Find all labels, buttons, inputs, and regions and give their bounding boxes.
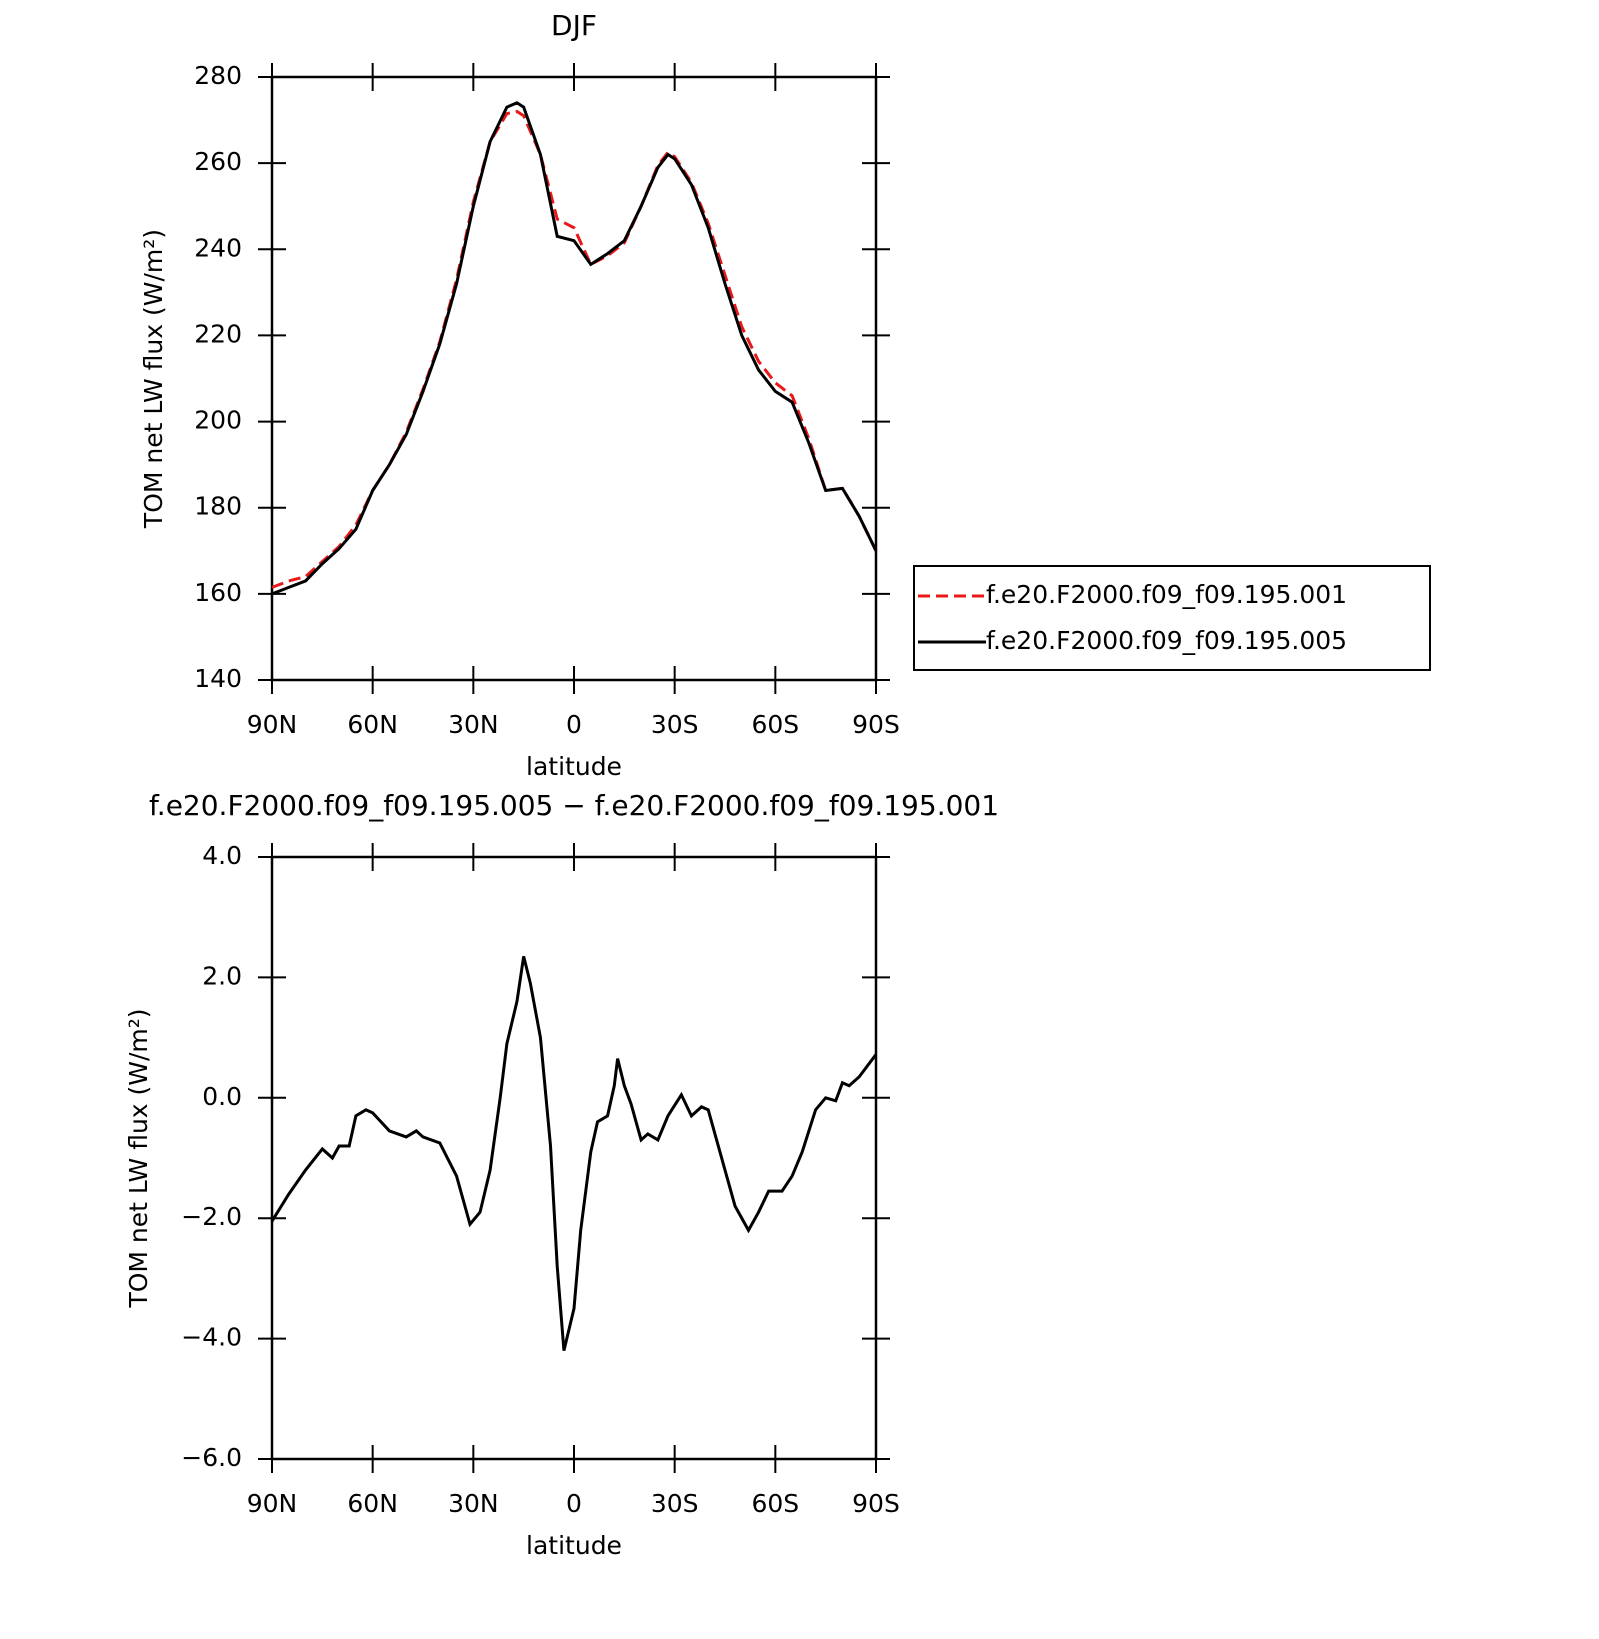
x-tick-label: 30S [651,1489,699,1518]
y-tick-label: 0.0 [202,1082,242,1111]
y-axis-label: TOM net LW flux (W/m²) [139,229,168,529]
x-tick-label: 30N [448,710,499,739]
x-tick-label: 30N [448,1489,499,1518]
x-tick-label: 0 [566,1489,582,1518]
y-tick-label: −6.0 [181,1443,242,1472]
x-tick-label: 60S [751,710,799,739]
chart-title: DJF [551,9,597,42]
data-line [270,955,878,1351]
legend-box [913,565,1431,671]
y-tick-label: 220 [194,319,242,348]
x-tick-label: 30S [651,710,699,739]
x-tick-label: 0 [566,710,582,739]
legend-label: f.e20.F2000.f09_f09.195.001 [986,580,1347,609]
data-line [271,109,878,589]
x-tick-label: 90S [852,710,900,739]
x-tick-label: 60N [347,1489,398,1518]
x-tick-label: 90N [247,1489,298,1518]
data-line [271,101,878,596]
y-tick-label: 200 [194,406,242,435]
y-tick-label: −4.0 [181,1323,242,1352]
x-tick-label: 60S [751,1489,799,1518]
y-axis-label: TOM net LW flux (W/m²) [124,1008,153,1308]
y-tick-label: 260 [194,147,242,176]
x-tick-label: 90S [852,1489,900,1518]
x-tick-label: 60N [347,710,398,739]
y-tick-label: 160 [194,578,242,607]
y-tick-label: 240 [194,233,242,262]
y-tick-label: 180 [194,492,242,521]
y-tick-label: 4.0 [202,841,242,870]
y-tick-label: 140 [194,664,242,693]
chart-title: f.e20.F2000.f09_f09.195.005 − f.e20.F200… [149,789,999,822]
plot-frame [270,75,878,682]
y-tick-label: −2.0 [181,1202,242,1231]
x-axis-label: latitude [526,752,622,781]
legend-label: f.e20.F2000.f09_f09.195.005 [986,626,1347,655]
plot-frame [270,855,878,1461]
y-tick-label: 2.0 [202,961,242,990]
x-tick-label: 90N [247,710,298,739]
y-tick-label: 280 [194,61,242,90]
x-axis-label: latitude [526,1531,622,1560]
